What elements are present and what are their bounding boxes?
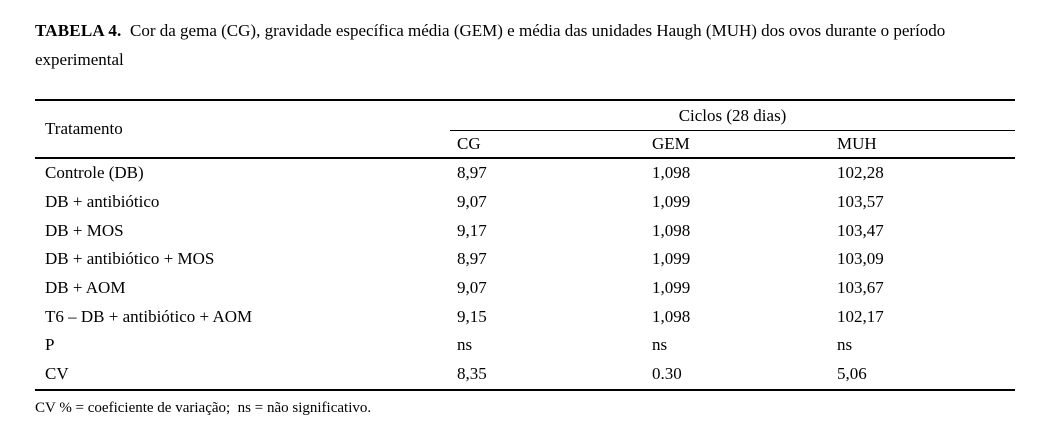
table-row-controle-db: Controle (DB) 8,97 1,098 102,28 bbox=[35, 158, 1015, 188]
cell-muh: ns bbox=[837, 335, 853, 355]
table-caption-text: Cor da gema (CG), gravidade específica m… bbox=[35, 21, 950, 69]
table-row-db-antibiotico-mos: DB + antibiótico + MOS 8,97 1,099 103,09 bbox=[35, 245, 1015, 274]
table-body: Controle (DB) 8,97 1,098 102,28 DB + ant… bbox=[35, 158, 1016, 391]
table-header: Tratamento Ciclos (28 dias) CG GEM MUH bbox=[35, 99, 1016, 159]
cell-treatment: P bbox=[45, 335, 55, 355]
column-group-header-ciclos: Ciclos (28 dias) bbox=[450, 99, 1016, 131]
cell-cg: ns bbox=[457, 335, 473, 355]
cell-treatment: T6 – DB + antibiótico + AOM bbox=[45, 306, 253, 326]
cell-treatment: DB + antibiótico bbox=[45, 192, 160, 212]
cell-muh: 103,09 bbox=[837, 249, 884, 269]
cell-gem: 1,099 bbox=[652, 278, 691, 298]
cell-treatment: CV bbox=[35, 359, 450, 391]
cell-muh: 103,67 bbox=[837, 278, 884, 298]
cell-muh: 103,57 bbox=[837, 192, 884, 212]
cell-treatment: Controle (DB) bbox=[45, 163, 144, 183]
table-row-db-antibiotico: DB + antibiótico 9,07 1,099 103,57 bbox=[35, 188, 1015, 217]
cell-cg: 8,97 bbox=[457, 163, 487, 183]
cell-gem: ns bbox=[652, 335, 668, 355]
cell-treatment: DB + AOM bbox=[45, 278, 126, 298]
sub-header-row: CG GEM MUH bbox=[35, 130, 1016, 159]
column-header-tratamento: Tratamento bbox=[35, 99, 450, 159]
cell-muh: 5,06 bbox=[830, 359, 1016, 391]
cell-gem: 0.30 bbox=[645, 359, 830, 391]
cell-gem: 1,098 bbox=[652, 306, 691, 326]
table-row-db-mos: DB + MOS 9,17 1,098 103,47 bbox=[35, 216, 1015, 245]
table-row-db-aom: DB + AOM 9,07 1,099 103,67 bbox=[35, 274, 1015, 303]
column-header-muh: MUH bbox=[830, 130, 1016, 159]
column-header-gem: GEM bbox=[645, 130, 830, 159]
cell-treatment: DB + antibiótico + MOS bbox=[45, 249, 215, 269]
table-row-t6-db-antibiotico-aom: T6 – DB + antibiótico + AOM 9,15 1,098 1… bbox=[35, 302, 1015, 331]
table-caption: TABELA 4. Cor da gema (CG), gravidade es… bbox=[35, 16, 1020, 74]
table-footnote: CV % = coeficiente de variação; ns = não… bbox=[35, 399, 372, 416]
column-header-cg: CG bbox=[450, 130, 645, 159]
cell-cg: 8,97 bbox=[457, 249, 487, 269]
cell-gem: 1,099 bbox=[652, 192, 691, 212]
table-row-p: P ns ns ns bbox=[35, 331, 1015, 360]
cell-treatment: DB + MOS bbox=[45, 220, 124, 240]
cell-muh: 102,28 bbox=[837, 163, 884, 183]
cell-cg: 8,35 bbox=[450, 359, 645, 391]
cell-muh: 102,17 bbox=[837, 306, 884, 326]
cell-cg: 9,17 bbox=[457, 220, 487, 240]
group-header-row: Tratamento Ciclos (28 dias) bbox=[35, 99, 1016, 159]
cell-gem: 1,099 bbox=[652, 249, 691, 269]
cell-gem: 1,098 bbox=[652, 163, 691, 183]
cell-gem: 1,098 bbox=[652, 220, 691, 240]
cell-cg: 9,15 bbox=[457, 306, 487, 326]
cell-muh: 103,47 bbox=[837, 220, 884, 240]
cell-cg: 9,07 bbox=[457, 192, 487, 212]
table-caption-label: TABELA 4. bbox=[35, 21, 122, 40]
cell-cg: 9,07 bbox=[457, 278, 487, 298]
data-table: Tratamento Ciclos (28 dias) CG GEM MUH C… bbox=[35, 99, 1016, 391]
table-row-cv: CV 8,35 0.30 5,06 bbox=[35, 359, 1016, 391]
